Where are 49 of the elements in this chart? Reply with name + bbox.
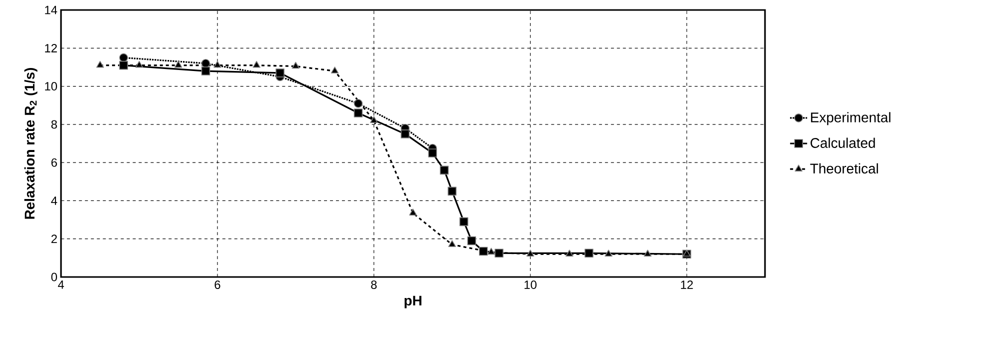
legend-label: Calculated <box>810 138 875 148</box>
point <box>370 116 378 124</box>
point <box>604 250 612 257</box>
point <box>354 99 363 108</box>
x-axis-title: pH <box>404 296 422 308</box>
point <box>201 59 210 68</box>
point <box>201 66 210 76</box>
point <box>428 148 437 158</box>
y-tick-label: 12 <box>45 44 57 52</box>
point <box>566 250 574 257</box>
x-tick-label: 12 <box>681 280 693 289</box>
point <box>292 62 300 69</box>
point <box>276 68 284 78</box>
point <box>174 60 182 68</box>
legend-label: Theoretical <box>810 163 878 174</box>
point <box>409 208 417 216</box>
point <box>330 66 339 74</box>
y-tick-label: 10 <box>45 82 58 91</box>
point <box>354 108 363 118</box>
point <box>494 248 504 258</box>
legend-label: Experimental <box>811 112 890 126</box>
point <box>448 186 457 196</box>
point <box>459 217 468 226</box>
y-tick-label: 0 <box>51 272 58 282</box>
x-tick-label: 6 <box>214 280 220 289</box>
point <box>440 166 449 175</box>
point <box>479 246 488 256</box>
y-axis-title: Relaxation rate R$_{2}$ (1/s) <box>24 68 38 219</box>
x-tick-label: 10 <box>524 280 537 289</box>
point <box>487 248 496 255</box>
x-tick-label: 4 <box>58 280 64 289</box>
point <box>448 240 456 247</box>
point <box>400 130 410 138</box>
y-tick-label: 6 <box>51 158 57 167</box>
y-tick-label: 14 <box>45 6 58 14</box>
point <box>119 60 128 70</box>
point <box>252 60 260 68</box>
y-tick-label: 8 <box>51 120 57 129</box>
point <box>526 250 534 257</box>
y-tick-label: 2 <box>51 234 57 244</box>
point <box>135 60 144 68</box>
point <box>584 248 594 258</box>
point <box>682 250 691 257</box>
point <box>467 236 476 246</box>
point <box>644 250 652 257</box>
y-tick-label: 4 <box>51 196 58 205</box>
x-tick-label: 8 <box>371 280 377 289</box>
point <box>96 60 104 68</box>
point <box>214 60 222 68</box>
